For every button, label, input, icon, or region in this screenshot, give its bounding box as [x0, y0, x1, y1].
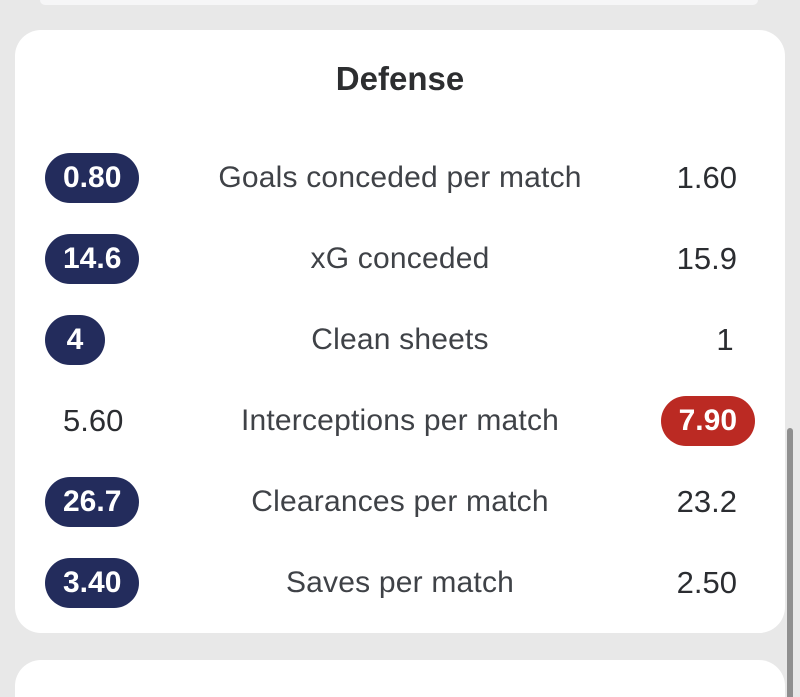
away-value-pill: 15.9	[676, 240, 737, 276]
away-value-pill: 23.2	[676, 483, 737, 519]
stat-label: xG conceded	[310, 241, 490, 275]
home-value-pill: 0.80	[45, 152, 140, 203]
stat-row: 26.7 Clearances per match 23.2	[45, 461, 755, 542]
stat-row: 0.80 Goals conceded per match 1.60	[45, 137, 755, 218]
away-value-pill: 1.60	[676, 159, 737, 195]
stat-row: 3.40 Saves per match 2.50	[45, 542, 755, 623]
previous-card-edge	[40, 0, 758, 5]
defense-stats-card: Defense 0.80 Goals conceded per match 1.…	[15, 30, 785, 633]
stat-rows: 0.80 Goals conceded per match 1.60 14.6 …	[15, 137, 785, 623]
home-value-pill: 3.40	[45, 557, 140, 608]
next-card	[15, 660, 785, 697]
away-value-pill: 2.50	[676, 564, 737, 600]
stat-label: Clean sheets	[311, 322, 489, 356]
stat-row: 4 Clean sheets 1	[45, 299, 755, 380]
stat-row: 5.60 Interceptions per match 7.90	[45, 380, 755, 461]
away-value-pill: 1	[716, 321, 734, 357]
stat-label: Clearances per match	[251, 484, 549, 518]
home-value-pill: 26.7	[45, 476, 140, 527]
stat-label: Goals conceded per match	[218, 160, 582, 194]
home-value-pill: 5.60	[63, 402, 124, 438]
card-title: Defense	[335, 60, 465, 97]
away-value-pill: 7.90	[660, 395, 755, 446]
stat-label: Saves per match	[285, 565, 515, 599]
home-value-pill: 14.6	[45, 233, 140, 284]
stat-label: Interceptions per match	[240, 403, 560, 437]
scrollbar-thumb[interactable]	[787, 428, 793, 697]
stat-row: 14.6 xG conceded 15.9	[45, 218, 755, 299]
home-value-pill: 4	[45, 314, 105, 365]
